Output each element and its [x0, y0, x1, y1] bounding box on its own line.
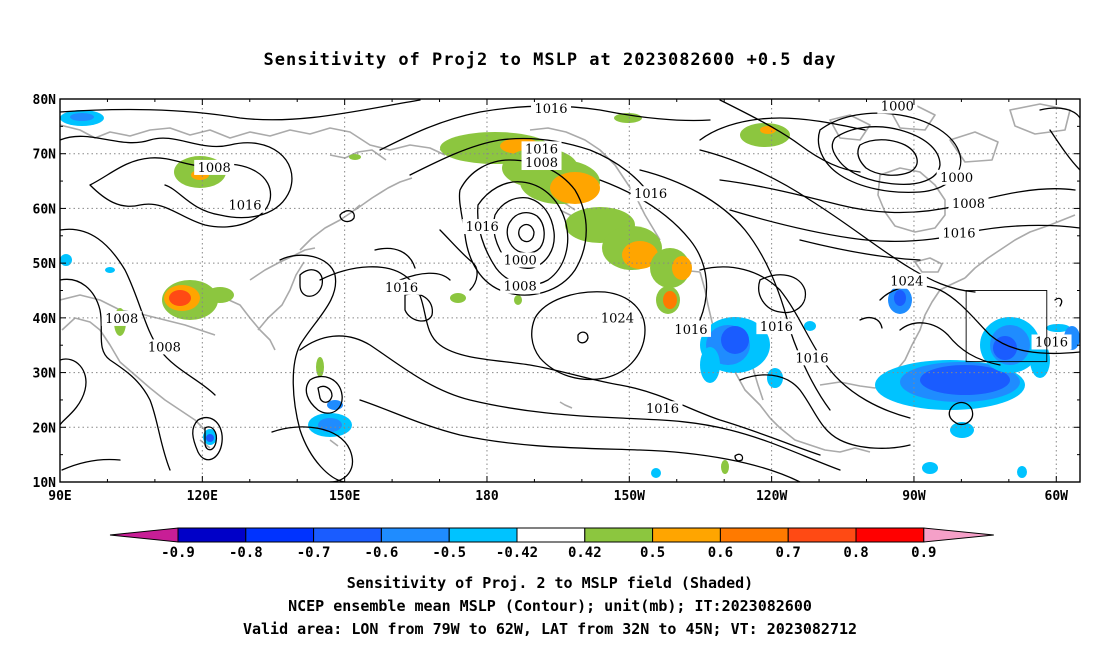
caption-shaded: Sensitivity of Proj. 2 to MSLP field (Sh…	[346, 574, 754, 592]
lon-label: 90E	[48, 489, 71, 504]
colorbar-label: -0.7	[297, 545, 331, 561]
colorbar-label: 0.8	[843, 545, 868, 561]
contour-label-bg	[521, 155, 562, 171]
contour-label-bg	[1031, 334, 1072, 350]
contour-labels: 1016 100010161008100810001016100810161016…	[101, 99, 1072, 417]
contour-label-bg	[144, 339, 185, 355]
contour-label-bg	[948, 196, 989, 212]
contour-label-bg	[877, 99, 918, 114]
colorbar-low-arrow	[109, 527, 179, 543]
lat-label: 70N	[33, 148, 57, 163]
lon-label: 150W	[614, 489, 645, 504]
contour-label: 1016	[942, 227, 975, 242]
contour-label-bg	[791, 350, 832, 366]
contour-label: 1008	[504, 280, 537, 295]
contour-label-bg	[381, 279, 422, 295]
contour-label-bg	[597, 310, 638, 326]
axis-labels: 90E 120E 150E 180 150W 120W 90W 60W 80N 70N 60N 50N…	[33, 93, 1069, 504]
contour-label: 1024	[601, 311, 634, 326]
colorbar: -0.9 -0.8 -0.7 -0.6 -0.5 -0.42 0.42 0.5 0.6 0.7 0.…	[109, 527, 994, 561]
positive-sensitivity-shading	[114, 113, 790, 474]
colorbar-swatch	[448, 527, 518, 543]
colorbar-label: 0.5	[640, 545, 665, 561]
contour-label-bg	[630, 186, 671, 202]
contour-label: 1016	[760, 320, 793, 335]
contour-label: 1016	[385, 281, 418, 296]
colorbar-swatch	[516, 527, 586, 543]
valid-area-box	[965, 290, 1048, 363]
contour-label: 1016	[228, 199, 261, 214]
contour-label: 1016	[795, 351, 828, 366]
contour-label-bg	[194, 159, 235, 175]
colorbar-label: 0.6	[708, 545, 733, 561]
contour-label-bg	[756, 319, 797, 335]
lat-label: 60N	[33, 202, 57, 217]
contour-label: 1000	[504, 253, 537, 268]
lon-label: 180	[475, 489, 499, 504]
contour-label-bg	[670, 321, 711, 337]
figure-title: Sensitivity of Proj2 to MSLP at 20230826…	[263, 50, 837, 70]
lon-label: 120E	[187, 489, 218, 504]
contour-label-bg	[642, 401, 683, 417]
contour-label: 1008	[105, 312, 138, 327]
contour-label: 1016	[674, 323, 707, 338]
sensitivity-map: 1016 100010161008100810001016100810161016…	[33, 93, 1081, 561]
colorbar-label: 0.9	[911, 545, 936, 561]
lat-label: 10N	[33, 476, 57, 491]
colorbar-label: -0.42	[496, 545, 538, 561]
contour-label-bg	[936, 169, 977, 185]
lat-label: 40N	[33, 312, 57, 327]
contour-label: 1016	[634, 187, 667, 202]
contour-label: 1008	[952, 197, 985, 212]
contour-label-bg	[101, 310, 142, 326]
colorbar-swatch	[652, 527, 721, 543]
contour-label: 1008	[198, 161, 231, 176]
contour-label-bg	[462, 219, 503, 235]
colorbar-label: -0.9	[161, 545, 195, 561]
contour-label: 1008	[148, 340, 181, 355]
colorbar-swatch	[787, 527, 857, 543]
lon-label: 60W	[1045, 489, 1069, 504]
contour-label: 1016	[534, 102, 567, 117]
contour-label: 1016	[646, 402, 679, 417]
colorbar-high-arrow	[923, 527, 994, 543]
lon-label: 150E	[329, 489, 360, 504]
colorbar-label: -0.6	[365, 545, 399, 561]
contour-label: 1016	[466, 220, 499, 235]
contour-label-bg	[521, 141, 562, 157]
contour-label: 1008	[525, 156, 558, 171]
colorbar-swatch	[177, 527, 247, 543]
lat-label: 80N	[33, 93, 57, 108]
colorbar-swatch	[719, 527, 789, 543]
colorbar-swatch	[855, 527, 925, 543]
contour-label: 1024	[890, 275, 923, 290]
contour-label-bg	[225, 197, 266, 213]
colorbar-swatch	[584, 527, 654, 543]
lat-label: 20N	[33, 421, 57, 436]
colorbar-label: 0.7	[776, 545, 801, 561]
contour-label-bg	[939, 225, 980, 241]
colorbar-label: 0.42	[568, 545, 602, 561]
lon-label: 90W	[902, 489, 926, 504]
lat-label: 50N	[33, 257, 57, 272]
contour-label-bg	[500, 252, 541, 268]
colorbar-label: -0.5	[432, 545, 466, 561]
colorbar-swatch	[380, 527, 450, 543]
negative-sensitivity-shading	[60, 110, 1080, 478]
contour-label-bg	[886, 273, 927, 289]
lon-label: 120W	[756, 489, 787, 504]
contour-label-bg	[500, 278, 541, 294]
caption-valid-area: Valid area: LON from 79W to 62W, LAT fro…	[242, 620, 858, 638]
lat-label: 30N	[33, 367, 57, 382]
colorbar-label: -0.8	[229, 545, 263, 561]
axis-ticks	[59, 98, 1080, 483]
colorbar-swatch	[313, 527, 382, 543]
contour-label: 1016	[1035, 335, 1068, 350]
contour-label: 1016	[525, 142, 558, 157]
colorbar-swatch	[245, 527, 315, 543]
contour-label: 1000	[881, 100, 914, 115]
contour-label-bg	[531, 100, 572, 116]
contour-label: 1000	[940, 171, 973, 186]
caption-contour: NCEP ensemble mean MSLP (Contour); unit(…	[288, 597, 812, 615]
